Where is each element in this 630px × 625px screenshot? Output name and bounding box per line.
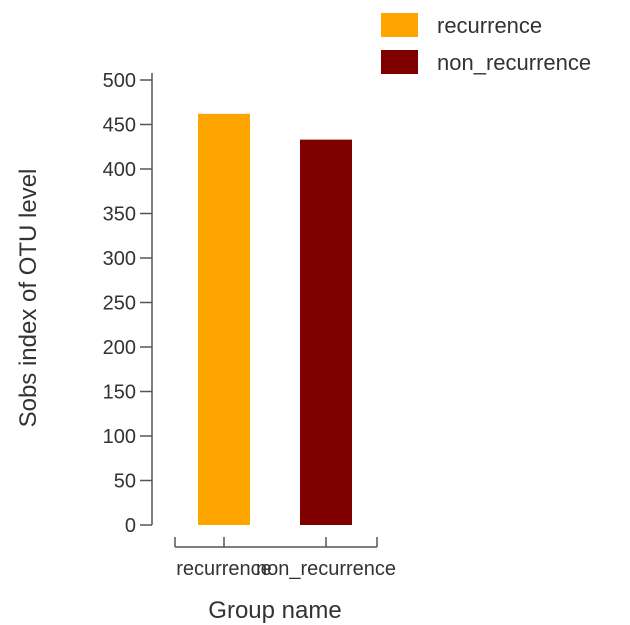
- x-tick-label: non_recurrence: [256, 558, 396, 580]
- y-tick-label: 400: [103, 159, 136, 181]
- y-tick-label: 300: [103, 248, 136, 270]
- y-axis-title: Sobs index of OTU level: [15, 169, 42, 428]
- y-tick-label: 350: [103, 204, 136, 226]
- y-tick-label: 500: [103, 70, 136, 92]
- y-tick-label: 50: [114, 471, 136, 493]
- legend-label: recurrence: [437, 13, 542, 38]
- y-tick-label: 150: [103, 382, 136, 404]
- y-axis: 0 50 100 150 200 250 300 350 400 450 500: [103, 70, 153, 537]
- y-tick-label: 450: [103, 115, 136, 137]
- bar-non-recurrence: [300, 139, 352, 525]
- x-axis-title: Group name: [208, 597, 341, 624]
- y-tick-label: 100: [103, 426, 136, 448]
- bar-recurrence: [198, 113, 250, 525]
- legend-swatch: [381, 50, 418, 74]
- y-tick-label: 0: [125, 515, 136, 537]
- legend: recurrence non_recurrence: [381, 13, 591, 75]
- x-tick-label: recurrence: [176, 558, 272, 580]
- y-tick-label: 250: [103, 293, 136, 315]
- legend-swatch: [381, 13, 418, 37]
- legend-label: non_recurrence: [437, 50, 591, 75]
- y-tick-label: 200: [103, 337, 136, 359]
